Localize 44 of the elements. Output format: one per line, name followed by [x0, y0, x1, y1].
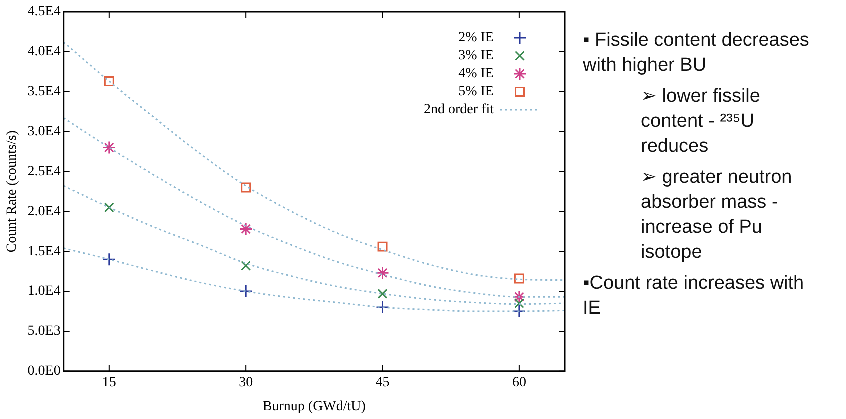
point [239, 222, 253, 236]
x-tick-label: 15 [102, 375, 116, 390]
legend-label: 2nd order fit [424, 102, 494, 118]
x-tick-label: 30 [239, 375, 254, 390]
y-tick-label: 4.5E4 [28, 4, 61, 20]
y-tick-label: 2.5E4 [28, 164, 61, 180]
point [378, 288, 388, 299]
text: ➢ lower fissile content - ²³⁵U reduces [641, 85, 762, 159]
text: ▪ Fissile content decreases with higher BU [583, 29, 810, 78]
y-tick-label: 5.0E3 [28, 324, 61, 340]
point [378, 242, 388, 252]
point [512, 290, 526, 304]
y-axis-title: Count Rate (counts/s) [5, 130, 20, 253]
legend-label: 2% IE [458, 30, 494, 46]
point [514, 274, 524, 284]
y-tick-label: 2.0E4 [28, 204, 61, 220]
point [102, 141, 116, 155]
text: ▪Count rate increases with IE [583, 272, 806, 321]
y-tick-label: 3.5E4 [28, 84, 61, 100]
x-axis-title: Burnup (GWd/tU) [262, 399, 366, 414]
y-tick-label: 0.0E0 [28, 364, 61, 380]
line-series [64, 185, 565, 306]
y-tick-label: 4.0E4 [28, 44, 61, 60]
point [241, 260, 252, 271]
x-tick-label: 60 [512, 375, 526, 390]
line-series [64, 248, 565, 312]
point [102, 252, 116, 266]
point [104, 202, 114, 213]
point [512, 304, 526, 318]
point [239, 284, 253, 298]
y-tick-label: 1.0E4 [28, 284, 61, 300]
y-tick-label: 1.5E4 [28, 244, 61, 260]
x-tick-label: 45 [376, 375, 390, 390]
line-series [64, 117, 565, 298]
legend-label: 5% IE [458, 84, 494, 100]
text: ➢ greater neutron absorber mass - increase of Pu isotope [641, 166, 794, 265]
point [514, 298, 524, 309]
point [376, 300, 390, 314]
point [241, 182, 252, 193]
point [376, 266, 390, 280]
legend-label: 3% IE [458, 48, 494, 64]
y-tick-label: 3.0E4 [28, 124, 61, 140]
point [104, 76, 114, 86]
legend-label: 4% IE [458, 66, 494, 82]
